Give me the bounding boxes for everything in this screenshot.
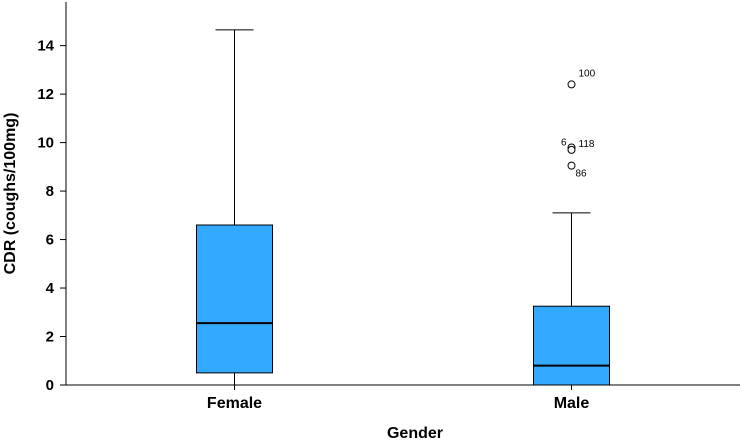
iqr-box xyxy=(533,305,610,386)
box-female xyxy=(196,29,273,385)
x-category-label: Male xyxy=(554,395,590,412)
y-tick-label: 8 xyxy=(46,183,54,200)
y-tick-label: 14 xyxy=(37,38,54,55)
x-axis-category-labels: Female Male xyxy=(207,385,589,412)
outlier-label: 6 xyxy=(561,137,567,148)
y-tick-label: 12 xyxy=(37,86,54,103)
box-male: 100 6 118 86 xyxy=(533,68,610,386)
x-category-label: Female xyxy=(207,395,262,412)
outlier-label: 118 xyxy=(579,139,595,150)
outlier-label: 100 xyxy=(579,68,596,79)
x-axis-title: Gender xyxy=(387,425,443,441)
y-tick-label: 0 xyxy=(46,377,54,394)
y-axis-ticks: 0 2 4 6 8 10 12 14 xyxy=(37,38,66,394)
y-tick-label: 6 xyxy=(46,232,54,249)
outlier-point xyxy=(567,80,576,89)
outlier-point xyxy=(567,145,576,154)
y-tick-label: 10 xyxy=(37,135,54,152)
outlier-label: 86 xyxy=(576,169,588,180)
outlier-point xyxy=(567,161,576,170)
y-tick-label: 4 xyxy=(46,280,55,297)
box-plot-boxes: 100 6 118 86 xyxy=(196,29,610,386)
y-axis-title: CDR (coughs/100mg) xyxy=(2,113,19,275)
iqr-box xyxy=(196,224,273,374)
y-tick-label: 2 xyxy=(46,329,54,346)
